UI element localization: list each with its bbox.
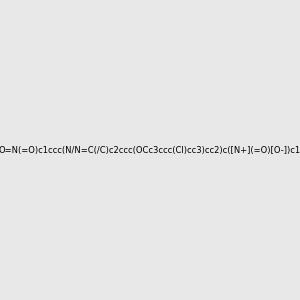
Text: O=N(=O)c1ccc(N/N=C(/C)c2ccc(OCc3ccc(Cl)cc3)cc2)c([N+](=O)[O-])c1: O=N(=O)c1ccc(N/N=C(/C)c2ccc(OCc3ccc(Cl)c… bbox=[0, 146, 300, 154]
